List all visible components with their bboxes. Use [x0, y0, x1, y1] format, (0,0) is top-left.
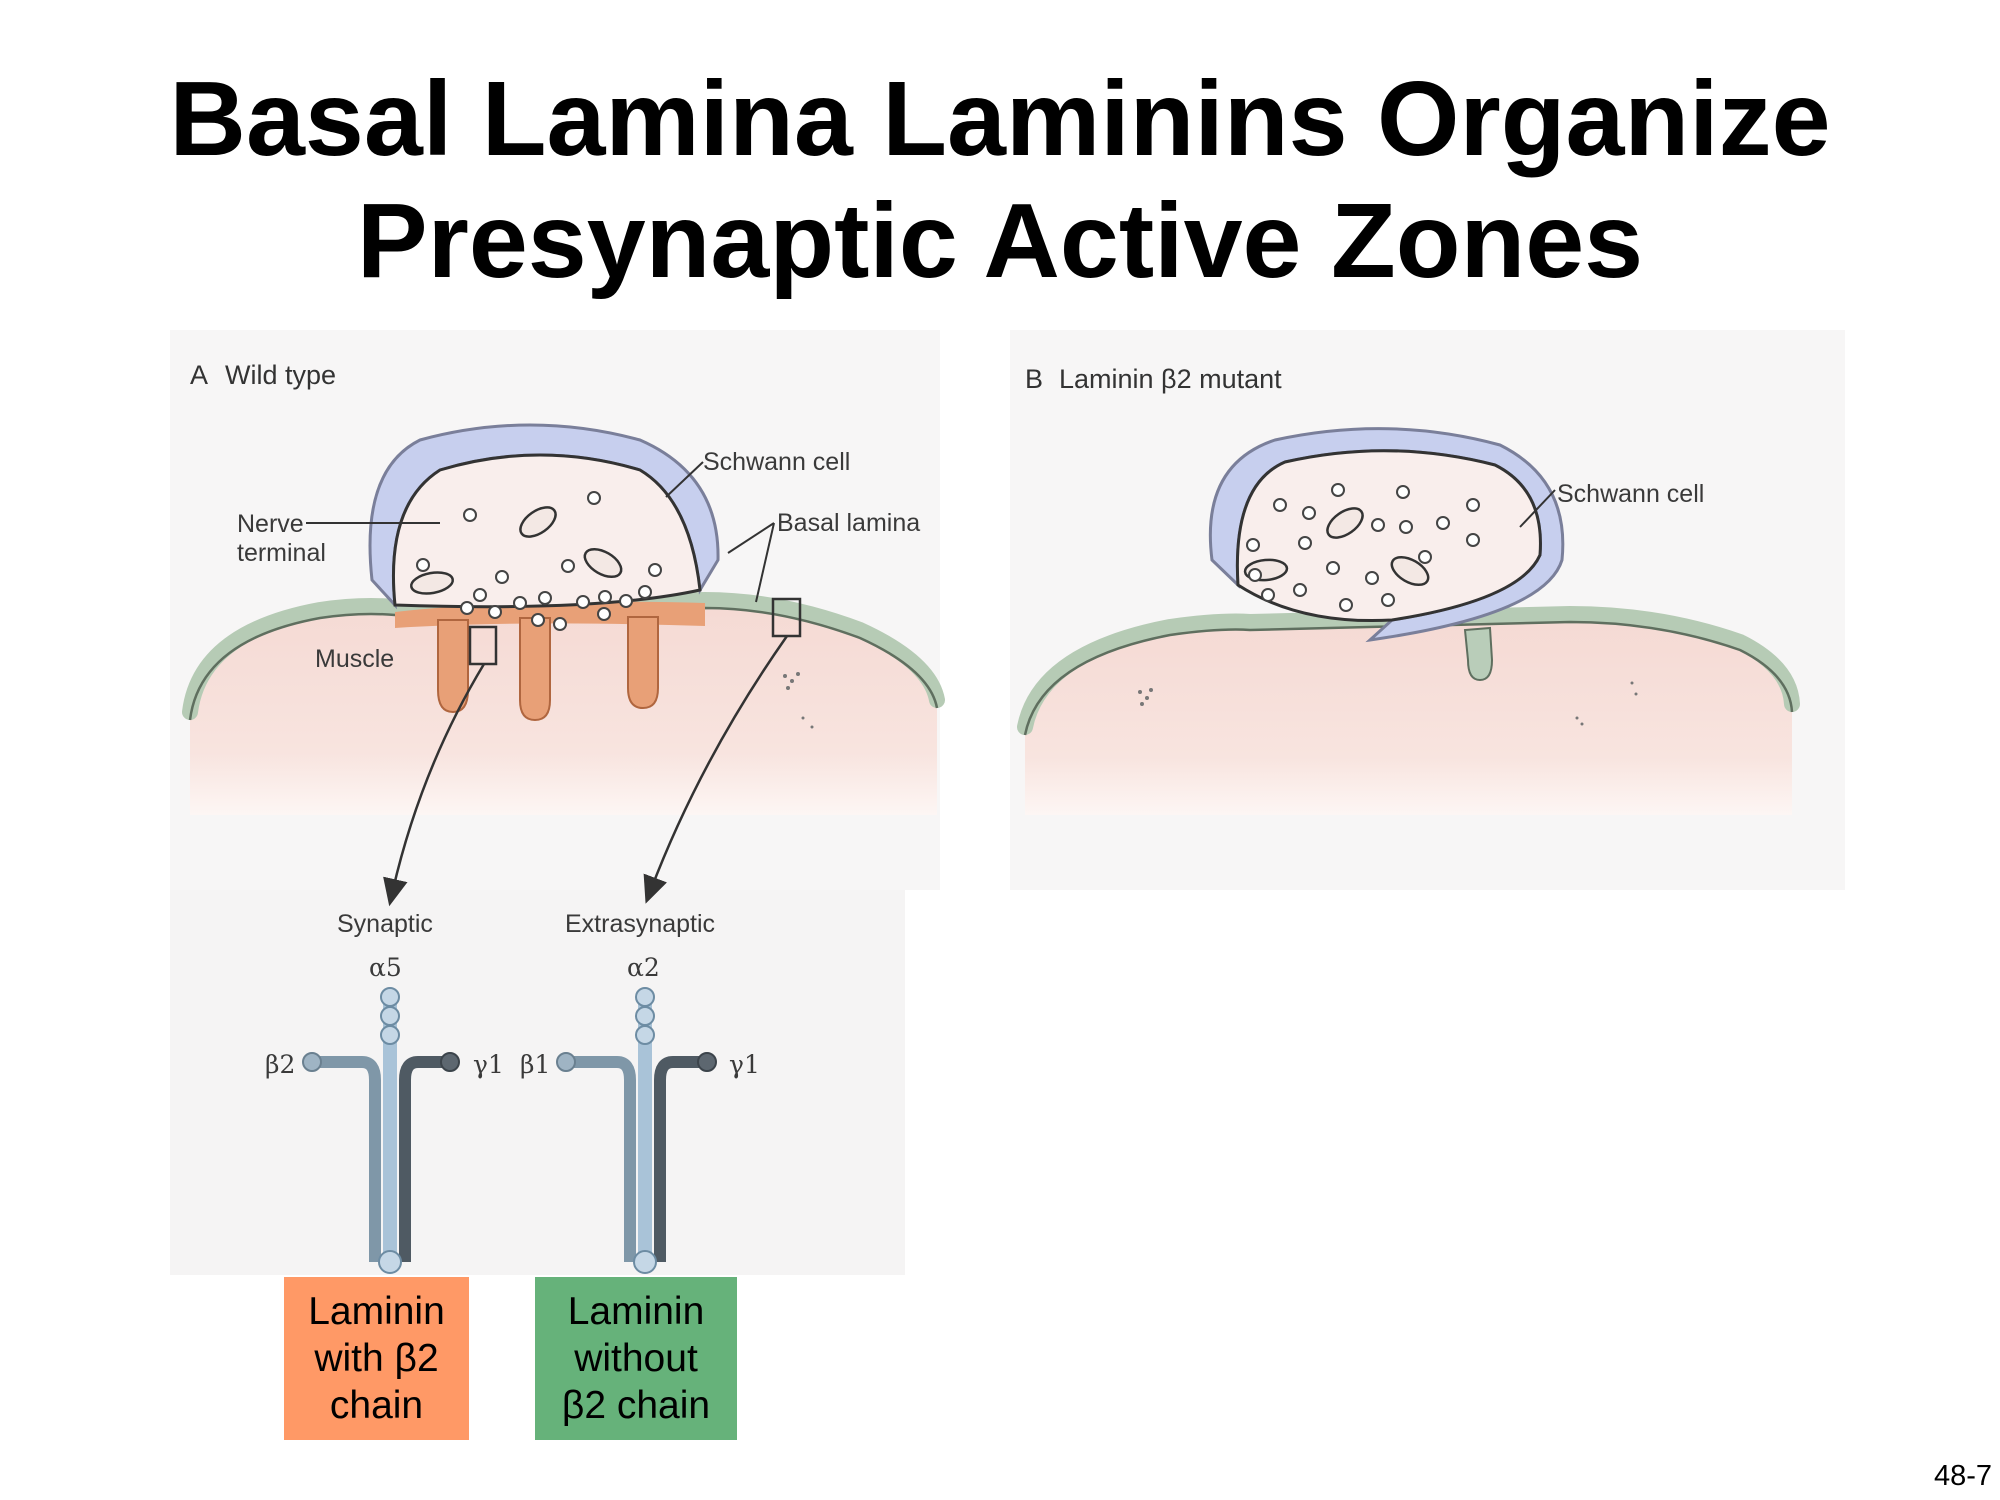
leader-lines-a: [306, 461, 775, 603]
synaptic-gamma-chain: [399, 1056, 445, 1262]
synaptic-beta-end: [302, 1052, 322, 1072]
extrasynaptic-gamma-chain: [654, 1056, 702, 1262]
inset-backdrop: [170, 890, 905, 1275]
extrasynaptic-beta-label: β1: [520, 1050, 550, 1079]
synaptic-alpha-globules: [378, 987, 402, 1274]
junctional-fold-b: [1463, 626, 1494, 682]
extrasynaptic-arrow: [643, 635, 789, 904]
muscle-label: Muscle: [315, 645, 394, 673]
muscle-fiber-b: [1025, 622, 1792, 815]
panel-b-heading: B Laminin β2 mutant: [1025, 364, 1282, 394]
synaptic-beta-label: β2: [265, 1050, 295, 1079]
extrasynaptic-gamma-end: [697, 1052, 717, 1072]
legend-without-line1: Laminin: [567, 1290, 705, 1333]
mitochondria-a: [409, 506, 623, 595]
extrasynaptic-beta-chain: [572, 1056, 636, 1262]
schwann-cell-label-a: Schwann cell: [703, 448, 850, 476]
synaptic-arrow: [383, 663, 486, 907]
extrasynaptic-gamma-label: γ1: [729, 1050, 760, 1079]
legend-with-line2: with β2: [314, 1337, 439, 1380]
panel-a-letter: A: [190, 360, 208, 390]
panel-b-letter: B: [1025, 364, 1043, 394]
legend-with-line3: chain: [329, 1384, 424, 1427]
nerve-terminal-label-line1: Nerve: [237, 510, 304, 538]
synaptic-vesicles-b: [1246, 483, 1480, 612]
nerve-terminal-b: [1235, 449, 1542, 623]
synaptic-gamma-end: [440, 1052, 460, 1072]
extrasynaptic-laminin: Extrasynaptic α2 β1 γ1: [520, 910, 760, 1274]
panel-a: A Wild type: [170, 330, 945, 1275]
synaptic-vesicles-a: [416, 491, 662, 631]
mitochondria-b: [1243, 507, 1430, 587]
muscle-speckles-b: [1138, 681, 1638, 726]
legend-laminin-with-beta2: Laminin with β2 chain: [284, 1277, 469, 1440]
legend-laminin-without-beta2: Laminin without β2 chain: [535, 1277, 737, 1440]
legend-without-line3: β2 chain: [561, 1384, 711, 1427]
panel-b: B Laminin β2 mutant: [1010, 330, 1845, 890]
panel-a-title: Wild type: [225, 360, 336, 390]
slide-number: 48-7: [1933, 1460, 1992, 1492]
extrasynaptic-basal-lamina: [182, 591, 945, 720]
synaptic-alpha-label: α5: [369, 953, 402, 982]
slide-title: Basal Lamina Laminins Organize Presynapt…: [0, 58, 2000, 302]
panel-a-heading: A Wild type: [190, 360, 336, 390]
extrasynaptic-alpha-label: α2: [627, 953, 660, 982]
synaptic-gamma-label: γ1: [473, 1050, 504, 1079]
muscle-fiber: [190, 608, 937, 815]
title-line-1: Basal Lamina Laminins Organize: [169, 60, 1831, 178]
extrasynaptic-alpha-globules: [633, 987, 657, 1274]
panel-b-title: Laminin β2 mutant: [1059, 364, 1282, 394]
nerve-terminal-a: [391, 453, 702, 609]
schwann-cell-label-b: Schwann cell: [1557, 480, 1704, 508]
laminin-molecules: Synaptic α5 β2 γ1 Extrasynaptic α2 β1 γ1: [265, 910, 760, 1274]
synaptic-laminin: Synaptic α5 β2 γ1: [265, 910, 504, 1274]
legend-without-line2: without: [574, 1337, 698, 1380]
nerve-terminal-label-line2: terminal: [237, 539, 326, 567]
legend-with-line1: Laminin: [308, 1290, 445, 1333]
synaptic-beta-chain: [318, 1056, 381, 1262]
basal-lamina-label: Basal lamina: [777, 509, 920, 537]
extrasynaptic-beta-end: [556, 1052, 576, 1072]
title-line-2: Presynaptic Active Zones: [356, 182, 1644, 300]
muscle-speckles-a: [783, 672, 814, 729]
schwann-leader-b: [1519, 489, 1556, 528]
extrasynaptic-label: Extrasynaptic: [565, 910, 715, 938]
synaptic-label: Synaptic: [337, 910, 433, 938]
